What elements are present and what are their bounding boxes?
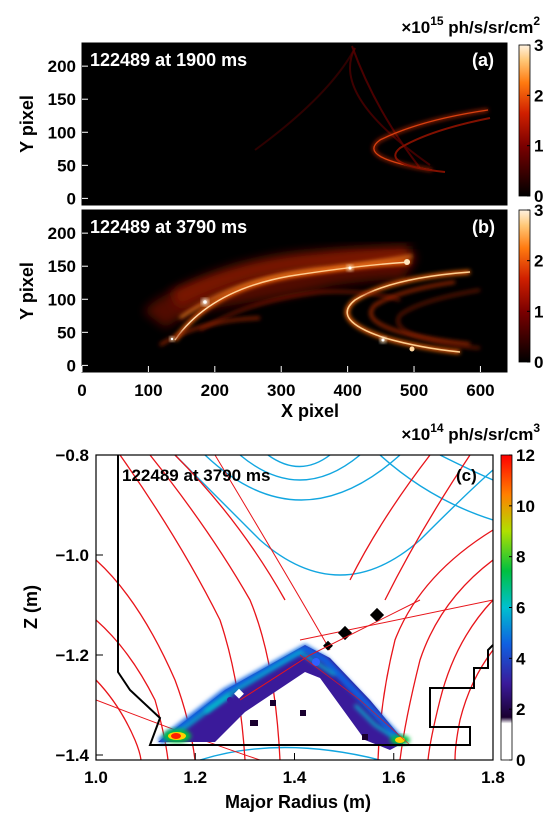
x-tick-label: 300 [267, 381, 295, 400]
x-tick-label: 600 [466, 381, 494, 400]
panel-c-plot-area [96, 455, 493, 760]
colorbar-tick-label: 6 [516, 599, 525, 618]
colorbar-tick-label: 0 [516, 751, 525, 770]
y-tick-label: 0 [67, 356, 76, 375]
panel-c-xlabel: Major Radius (m) [225, 792, 371, 812]
colorbar-tick-label: 12 [516, 446, 535, 465]
panel-a-label: (a) [472, 50, 494, 70]
panel-a-image [82, 43, 507, 205]
x-tick-label: 500 [400, 381, 428, 400]
x-tick-label: 1.6 [382, 768, 406, 787]
panel-a-ylabel: Y pixel [17, 95, 37, 153]
colorbar-tick-label: 2 [516, 700, 525, 719]
panel-c-vessel-wall [117, 455, 494, 746]
y-tick-label: 200 [48, 57, 76, 76]
panel-b-ylabel: Y pixel [17, 262, 37, 320]
panel-a-emission [254, 45, 491, 173]
panel-b-xlabel: X pixel [281, 401, 339, 421]
panel-b: 122489 at 3790 ms (b) Y pixel 0501001502… [17, 201, 543, 421]
y-tick-label: 50 [57, 323, 76, 342]
panel-c-x-ticks: 1.0 1.2 1.4 1.6 1.8 [84, 753, 505, 787]
panel-c-colorbar-ticks: 0 2 4 6 8 10 12 [509, 446, 535, 770]
panel-a-colorbar-unit: ×1015 ph/s/sr/cm2 [401, 14, 540, 37]
x-tick-label: 1.2 [183, 768, 207, 787]
panel-b-colorbar [518, 209, 531, 363]
panel-b-colorbar-ticks: 0 1 2 3 [527, 201, 543, 372]
colorbar-tick-label: 3 [534, 201, 543, 220]
y-tick-label: −0.8 [55, 446, 89, 465]
panel-b-label: (b) [472, 217, 495, 237]
y-tick-label: −1.0 [55, 546, 89, 565]
panel-a-y-ticks: 0 50 100 150 200 [48, 57, 88, 208]
panel-c-annotation: 122489 at 3790 ms [122, 466, 270, 485]
colorbar-tick-label: 0 [534, 187, 543, 206]
colorbar-tick-label: 8 [516, 548, 525, 567]
panel-b-x-ticks: 0 100 200 300 400 500 600 [77, 366, 495, 400]
y-tick-label: 150 [48, 257, 76, 276]
panel-c-open-contours [174, 455, 493, 760]
colorbar-tick-label: 10 [516, 497, 535, 516]
y-tick-label: 200 [48, 224, 76, 243]
x-tick-label: 1.0 [84, 768, 108, 787]
panel-a-colorbar [518, 44, 531, 197]
y-tick-label: 100 [48, 123, 76, 142]
panel-c-emission [157, 599, 421, 750]
y-tick-label: 100 [48, 290, 76, 309]
x-tick-label: 1.4 [283, 768, 307, 787]
colorbar-tick-label: 3 [534, 36, 543, 55]
panel-a-colorbar-ticks: 0 1 2 3 [527, 36, 543, 206]
panel-c: 122489 at 3790 ms (c) Z (m) Major Radius… [21, 421, 540, 812]
x-tick-label: 0 [77, 381, 86, 400]
panel-b-annotation: 122489 at 3790 ms [90, 217, 247, 237]
y-tick-label: −1.2 [55, 646, 89, 665]
panel-a: 122489 at 1900 ms (a) Y pixel 0 50 100 150 2… [17, 14, 543, 208]
panel-c-label: (c) [456, 466, 477, 485]
panel-b-y-ticks: 0 50 100 150 200 [48, 224, 88, 375]
panel-c-ylabel: Z (m) [21, 585, 41, 629]
colorbar-tick-label: 1 [534, 302, 543, 321]
panel-a-annotation: 122489 at 1900 ms [90, 50, 247, 70]
colorbar-tick-label: 0 [534, 353, 543, 372]
x-tick-label: 1.8 [481, 768, 505, 787]
panel-c-y-ticks: −0.8 −1.0 −1.2 −1.4 [55, 446, 103, 765]
colorbar-tick-label: 4 [516, 649, 526, 668]
panel-c-colorbar-unit: ×1014 ph/s/sr/cm3 [401, 421, 540, 444]
x-tick-label: 400 [333, 381, 361, 400]
y-tick-label: 150 [48, 90, 76, 109]
colorbar-tick-label: 1 [534, 137, 543, 156]
x-tick-label: 100 [134, 381, 162, 400]
y-tick-label: −1.4 [55, 746, 89, 765]
colorbar-tick-label: 2 [534, 86, 543, 105]
y-tick-label: 50 [57, 156, 76, 175]
panel-b-emission [143, 246, 481, 354]
x-tick-label: 200 [201, 381, 229, 400]
y-tick-label: 0 [67, 189, 76, 208]
colorbar-tick-label: 2 [534, 252, 543, 271]
